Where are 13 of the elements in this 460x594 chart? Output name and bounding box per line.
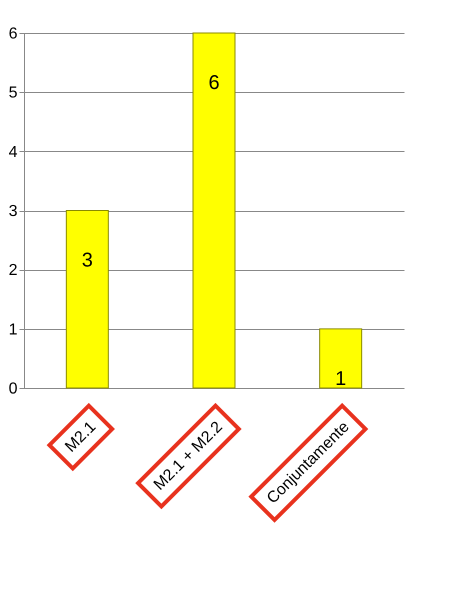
y-tick-label: 0 xyxy=(8,380,18,398)
data-label: 6 xyxy=(208,72,220,94)
bar xyxy=(192,32,236,388)
y-tick-label: 3 xyxy=(8,203,18,220)
y-tick-label: 5 xyxy=(8,84,18,102)
y-tick-label: 4 xyxy=(8,144,18,161)
data-label: 3 xyxy=(82,250,93,272)
bar xyxy=(66,210,109,388)
y-tick-label: 1 xyxy=(8,321,18,338)
data-label: 1 xyxy=(335,368,346,390)
y-tick-label: 2 xyxy=(8,262,18,280)
bar xyxy=(319,328,362,388)
y-tick-label: 6 xyxy=(8,26,18,42)
